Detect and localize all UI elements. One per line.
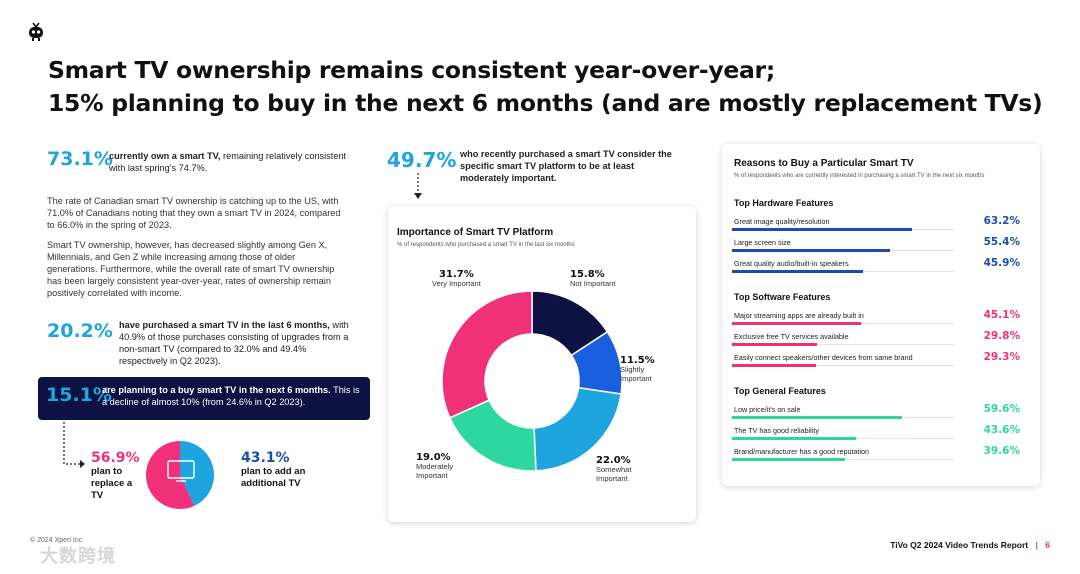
replace-value: 56.9% bbox=[91, 450, 140, 466]
donut-label-slightly: 11.5% Slightly Important bbox=[620, 355, 672, 384]
replace-block: 56.9% plan to replace a TV bbox=[91, 450, 151, 502]
reasons-row-label: Major streaming apps are already built i… bbox=[734, 311, 864, 320]
reasons-row-label: Easily connect speakers/other devices fr… bbox=[734, 353, 913, 362]
add-label: plan to add an additional TV bbox=[241, 466, 306, 489]
pie-slice-replace bbox=[146, 441, 195, 509]
report-name: TiVo Q2 2024 Video Trends Report bbox=[890, 540, 1029, 550]
donut-value-very: 31.7% bbox=[439, 269, 474, 280]
reasons-row-track bbox=[732, 344, 954, 345]
reasons-row-label: Great image quality/resolution bbox=[734, 217, 830, 226]
donut-label-somewhat: 22.0% Somewhat Important bbox=[596, 455, 648, 484]
stat-planning-bold: are planning to a buy smart TV in the ne… bbox=[102, 385, 331, 395]
copyright: © 2024 Xperi Inc. bbox=[30, 537, 85, 544]
page-title: Smart TV ownership remains consistent ye… bbox=[48, 54, 1048, 120]
donut-cat-not: Not Important bbox=[570, 279, 616, 288]
donut-slice-very-important bbox=[441, 290, 533, 419]
stat-platform-value: 49.7% bbox=[387, 148, 457, 172]
replace-label: plan to replace a TV bbox=[91, 466, 133, 501]
planning-callout: 15.1% are planning to a buy smart TV in … bbox=[38, 377, 370, 420]
reasons-row-label: The TV has good reliability bbox=[734, 426, 819, 435]
platform-card-title: Importance of Smart TV Platform bbox=[397, 227, 554, 238]
paragraph-generations: Smart TV ownership, however, has decreas… bbox=[47, 240, 335, 298]
report-footer: TiVo Q2 2024 Video Trends Report | 6 bbox=[890, 540, 1050, 550]
reasons-row-bar bbox=[732, 270, 863, 273]
reasons-group-heading: Top General Features bbox=[734, 386, 826, 396]
platform-donut-chart bbox=[441, 290, 623, 472]
reasons-row-bar bbox=[732, 228, 913, 231]
reasons-group-heading: Top Hardware Features bbox=[734, 198, 834, 208]
donut-label-moderately: 19.0% Moderately Important bbox=[416, 452, 476, 481]
donut-label-very: 31.7% Very Important bbox=[432, 269, 481, 289]
reasons-card-title: Reasons to Buy a Particular Smart TV bbox=[734, 158, 914, 169]
pie-slice-add bbox=[180, 441, 214, 506]
donut-value-not: 15.8% bbox=[570, 269, 605, 280]
reasons-row-bar bbox=[732, 364, 816, 367]
reasons-row-label: Large screen size bbox=[734, 238, 791, 247]
donut-value-somewhat: 22.0% bbox=[596, 455, 631, 466]
reasons-row-bar bbox=[732, 416, 902, 419]
stat-purchased-bold: have purchased a smart TV in the last 6 … bbox=[119, 320, 330, 330]
reasons-row-bar bbox=[732, 343, 817, 346]
dotted-arrow-down-icon bbox=[414, 173, 422, 199]
reasons-row-value: 29.8% bbox=[983, 330, 1020, 342]
reasons-row-value: 45.9% bbox=[983, 257, 1020, 269]
dotted-arrow-icon bbox=[63, 422, 85, 468]
reasons-row-bar bbox=[732, 322, 861, 325]
page-number: 6 bbox=[1045, 540, 1050, 550]
donut-cat-very: Very Important bbox=[432, 279, 481, 288]
reasons-row-track bbox=[732, 365, 954, 366]
reasons-row-value: 29.3% bbox=[983, 351, 1020, 363]
stat-purchased-value: 20.2% bbox=[47, 320, 113, 342]
add-block: 43.1% plan to add an additional TV bbox=[241, 450, 321, 490]
reasons-row-value: 59.6% bbox=[983, 403, 1020, 415]
reasons-row-value: 55.4% bbox=[983, 236, 1020, 248]
reasons-row-label: Exclusive free TV services available bbox=[734, 332, 849, 341]
donut-cat-somewhat: Somewhat Important bbox=[596, 465, 632, 483]
reasons-card-subtitle: % of respondents who are currently inter… bbox=[734, 173, 985, 179]
replace-add-pie bbox=[146, 441, 214, 509]
tivo-logo-icon bbox=[29, 22, 43, 41]
reasons-card: Reasons to Buy a Particular Smart TV % o… bbox=[722, 144, 1040, 486]
reasons-row-bar bbox=[732, 249, 890, 252]
stat-platform-text: who recently purchased a smart TV consid… bbox=[460, 149, 672, 183]
stat-own-value: 73.1% bbox=[47, 148, 113, 170]
add-value: 43.1% bbox=[241, 450, 290, 466]
watermark: 大数跨境 bbox=[40, 546, 116, 567]
stat-own-rest: remaining relatively consistent with las… bbox=[109, 151, 347, 173]
stat-planning-value: 15.1% bbox=[46, 384, 112, 406]
donut-value-slightly: 11.5% bbox=[620, 355, 655, 366]
donut-cat-moderately: Moderately Important bbox=[416, 462, 454, 480]
reasons-row-value: 43.6% bbox=[983, 424, 1020, 436]
reasons-row-value: 63.2% bbox=[983, 215, 1020, 227]
reasons-row-bar bbox=[732, 437, 857, 440]
stat-planning-rest: This is a decline of almost 10% (from 24… bbox=[102, 385, 360, 407]
stat-purchased-rest: with 40.9% of those purchases consisting… bbox=[119, 320, 349, 366]
title-line-1: Smart TV ownership remains consistent ye… bbox=[48, 56, 775, 84]
stat-purchased-text: have purchased a smart TV in the last 6 … bbox=[119, 319, 354, 367]
stat-own-bold: currently own a smart TV, bbox=[109, 151, 221, 161]
reasons-row-bar bbox=[732, 458, 845, 461]
title-line-2: 15% planning to buy in the next 6 months… bbox=[48, 89, 1043, 117]
paragraph-canada: The rate of Canadian smart TV ownership … bbox=[47, 196, 341, 230]
reasons-row-label: Low price/it's on sale bbox=[734, 405, 801, 414]
footer-separator: | bbox=[1035, 540, 1038, 550]
reasons-bar-chart: Top Hardware Features Great image quality… bbox=[722, 144, 1040, 486]
stat-planning-text: are planning to a buy smart TV in the ne… bbox=[102, 384, 364, 408]
platform-card-subtitle: % of respondents who purchased a smart T… bbox=[397, 242, 575, 248]
platform-card: Importance of Smart TV Platform % of res… bbox=[388, 206, 696, 522]
reasons-row-label: Brand/manufacturer has a good reputation bbox=[734, 447, 870, 456]
stat-own-text: currently own a smart TV, remaining rela… bbox=[109, 150, 354, 174]
reasons-row-value: 39.6% bbox=[983, 445, 1020, 457]
reasons-row-value: 45.1% bbox=[983, 309, 1020, 321]
reasons-row-label: Great quality audio/built-in speakers bbox=[734, 259, 849, 268]
donut-value-moderately: 19.0% bbox=[416, 452, 451, 463]
donut-label-not: 15.8% Not Important bbox=[570, 269, 616, 289]
tv-icon bbox=[167, 460, 195, 482]
reasons-group-heading: Top Software Features bbox=[734, 292, 831, 302]
donut-cat-slightly: Slightly Important bbox=[620, 365, 652, 383]
